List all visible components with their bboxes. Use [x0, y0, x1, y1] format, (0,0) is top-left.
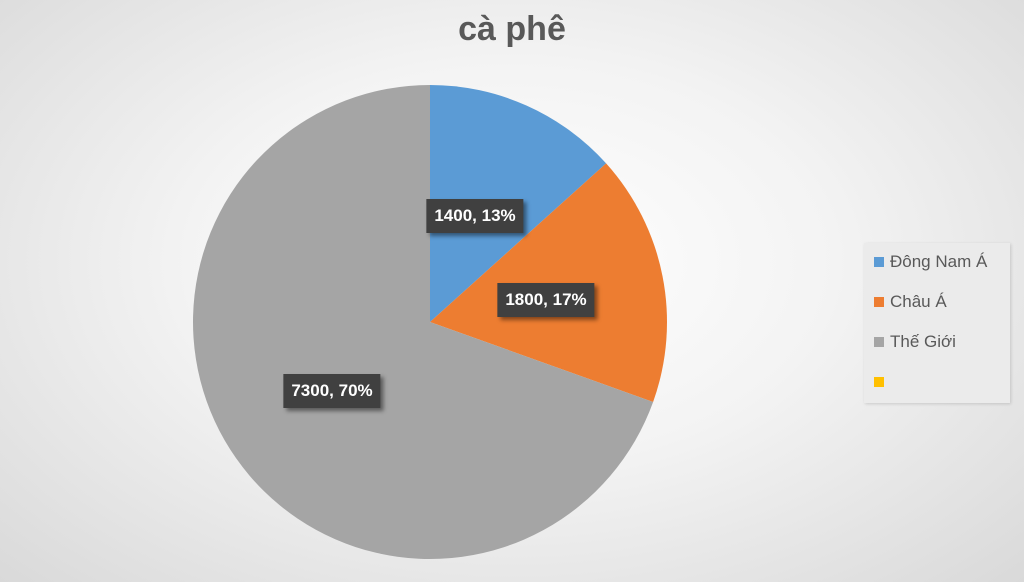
pie-slice-1: [430, 163, 667, 402]
legend-item: Thế Giới: [874, 332, 956, 352]
data-label: 7300, 70%: [283, 374, 381, 408]
legend: Đông Nam Á Châu Á Thế Giới: [864, 243, 1010, 403]
data-label: 1400, 13%: [426, 199, 524, 233]
legend-item: Châu Á: [874, 292, 947, 312]
pie-slice-2: [192, 85, 654, 560]
legend-item: Đông Nam Á: [874, 252, 987, 272]
legend-item: [874, 372, 890, 392]
legend-swatch: [874, 377, 884, 387]
legend-swatch: [874, 257, 884, 267]
legend-label: Châu Á: [890, 292, 947, 311]
data-label: 1800, 17%: [497, 283, 595, 317]
legend-swatch: [874, 297, 884, 307]
legend-label: Đông Nam Á: [890, 252, 988, 271]
chart-title: cà phê: [458, 10, 566, 48]
legend-label: Thế Giới: [890, 332, 956, 351]
legend-swatch: [874, 337, 884, 347]
